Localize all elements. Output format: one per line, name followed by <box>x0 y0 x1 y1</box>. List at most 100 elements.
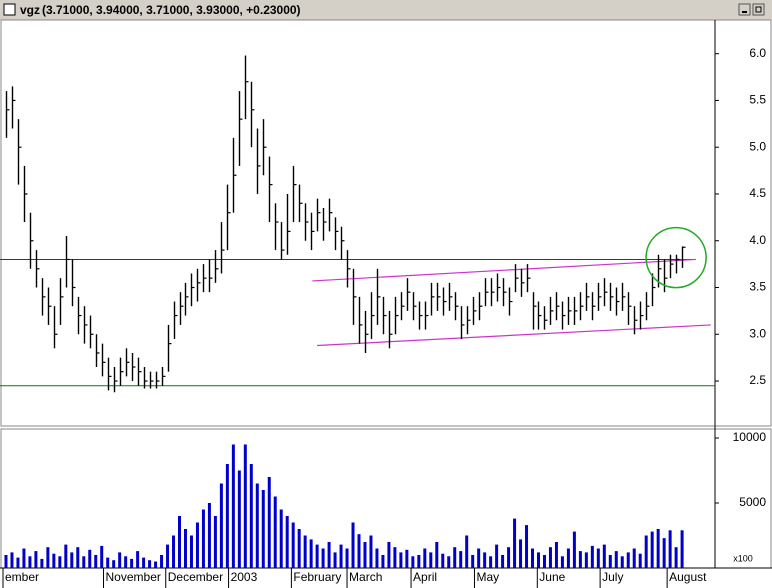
volume-bar <box>656 528 660 568</box>
volume-bar <box>590 545 594 568</box>
volume-bar <box>405 549 409 568</box>
volume-bar <box>10 552 14 568</box>
volume-bar <box>309 539 313 568</box>
volume-bar <box>477 548 481 568</box>
volume-bar <box>34 551 38 568</box>
y-tick-label: 4.0 <box>749 233 766 247</box>
volume-bar <box>130 558 134 568</box>
volume-bar <box>584 552 588 568</box>
volume-bar <box>471 554 475 568</box>
volume-bar <box>387 541 391 568</box>
volume-bar <box>16 557 20 568</box>
volume-bar <box>411 556 415 568</box>
volume-bar <box>285 515 289 568</box>
volume-bar <box>519 539 523 568</box>
minimize-button[interactable] <box>738 3 751 16</box>
volume-bar <box>154 561 158 568</box>
volume-bar <box>291 522 295 568</box>
volume-bar <box>489 556 493 568</box>
volume-bar <box>160 554 164 568</box>
volume-bar <box>578 551 582 568</box>
volume-bar <box>626 552 630 568</box>
volume-bar <box>662 538 666 568</box>
volume-bar <box>638 553 642 568</box>
volume-bar <box>279 509 283 568</box>
volume-bar <box>303 535 307 568</box>
volume-bar <box>525 525 529 568</box>
volume-bar <box>417 554 421 568</box>
y-tick-label: 3.0 <box>749 326 766 340</box>
volume-bar <box>94 554 98 568</box>
x-tick-label: August <box>669 570 707 584</box>
volume-bar <box>82 556 86 568</box>
volume-bar <box>674 547 678 568</box>
volume-unit: x100 <box>733 553 753 563</box>
title-bar <box>0 0 772 20</box>
volume-bar <box>225 463 229 568</box>
volume-bar <box>172 535 176 568</box>
volume-bar <box>273 496 277 568</box>
volume-bar <box>189 535 193 568</box>
volume-bar <box>333 552 337 568</box>
volume-bar <box>195 522 199 568</box>
volume-bar <box>339 544 343 568</box>
volume-bar <box>513 518 517 568</box>
quote: (3.71000, 3.94000, 3.71000, 3.93000, +0.… <box>42 3 301 17</box>
volume-bar <box>213 515 217 568</box>
x-tick-label: March <box>349 570 382 584</box>
volume-bar <box>46 547 50 568</box>
x-tick-label: April <box>413 570 437 584</box>
volume-bar <box>554 541 558 568</box>
volume-bar <box>608 554 612 568</box>
volume-bar <box>52 553 56 568</box>
window-icon[interactable] <box>3 3 16 16</box>
volume-bar <box>249 463 253 568</box>
volume-bar <box>357 534 361 568</box>
x-tick-label: 2003 <box>231 570 258 584</box>
volume-bar <box>112 560 116 568</box>
volume-bar <box>644 535 648 568</box>
volume-bar <box>465 535 469 568</box>
volume-bar <box>680 530 684 568</box>
volume-bar <box>459 551 463 568</box>
volume-bar <box>632 548 636 568</box>
price-panel <box>0 19 772 427</box>
volume-bar <box>393 547 397 568</box>
volume-bar <box>231 444 235 568</box>
volume-bar <box>351 522 355 568</box>
volume-bar <box>381 554 385 568</box>
volume-bar <box>369 535 373 568</box>
x-tick-label: ember <box>5 570 39 584</box>
volume-bar <box>255 483 259 568</box>
volume-bar <box>399 552 403 568</box>
volume-bar <box>297 528 301 568</box>
y-tick-label: 5.5 <box>749 93 766 107</box>
volume-bar <box>531 548 535 568</box>
volume-bar <box>58 556 62 568</box>
volume-bar <box>28 556 32 568</box>
volume-bar <box>70 552 74 568</box>
x-tick-label: February <box>293 570 341 584</box>
x-tick-label: May <box>476 570 499 584</box>
maximize-icon <box>755 6 762 13</box>
maximize-button[interactable] <box>752 3 765 16</box>
symbol: vgz <box>20 3 40 17</box>
volume-bar <box>548 547 552 568</box>
volume-bar <box>501 554 505 568</box>
volume-panel <box>0 428 772 569</box>
x-tick-label: July <box>602 570 623 584</box>
y-tick-label: 6.0 <box>749 46 766 60</box>
volume-bar <box>560 556 564 568</box>
volume-bar <box>315 544 319 568</box>
volume-bar <box>602 544 606 568</box>
volume-bar <box>118 552 122 568</box>
volume-bar <box>345 548 349 568</box>
volume-bar <box>4 554 8 568</box>
volume-bar <box>237 470 241 568</box>
volume-bar <box>566 548 570 568</box>
volume-bar <box>142 557 146 568</box>
volume-bar <box>536 552 540 568</box>
volume-bar <box>429 552 433 568</box>
volume-bar <box>201 509 205 568</box>
